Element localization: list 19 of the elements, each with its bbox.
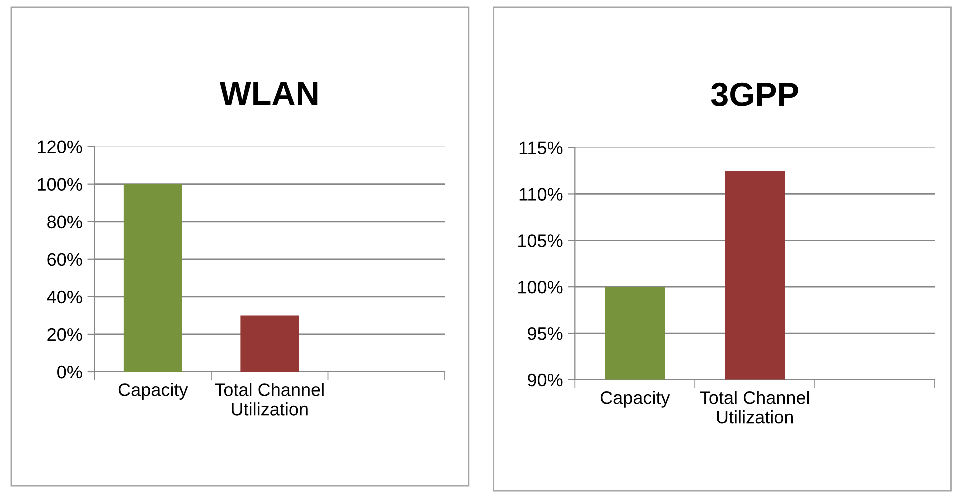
y-tick-label: 105%	[518, 234, 563, 248]
x-tick-label: Total Channel Utilization	[700, 391, 810, 424]
y-tick-label: 100%	[38, 178, 82, 192]
y-tick-label: 110%	[520, 188, 563, 201]
y-tick-label: 95%	[528, 327, 563, 340]
y-tick-label: 90%	[528, 374, 563, 387]
y-tick-label: 60%	[48, 253, 82, 266]
chart-title: 3GPP	[711, 82, 798, 107]
y-tick-label: 100%	[518, 281, 563, 294]
y-tick-label: 0%	[58, 366, 82, 379]
x-tick-label: Capacity	[118, 383, 188, 400]
y-tick-label: 80%	[48, 216, 82, 229]
chart-title: WLAN	[220, 82, 318, 106]
y-tick-label: 40%	[47, 290, 82, 304]
y-tick-label: 20%	[48, 328, 82, 342]
y-tick-label: 115%	[520, 142, 563, 155]
x-tick-label: Total Channel Utilization	[215, 383, 324, 416]
y-tick-label: 120%	[38, 140, 82, 154]
x-tick-label: Capacity	[600, 391, 670, 408]
